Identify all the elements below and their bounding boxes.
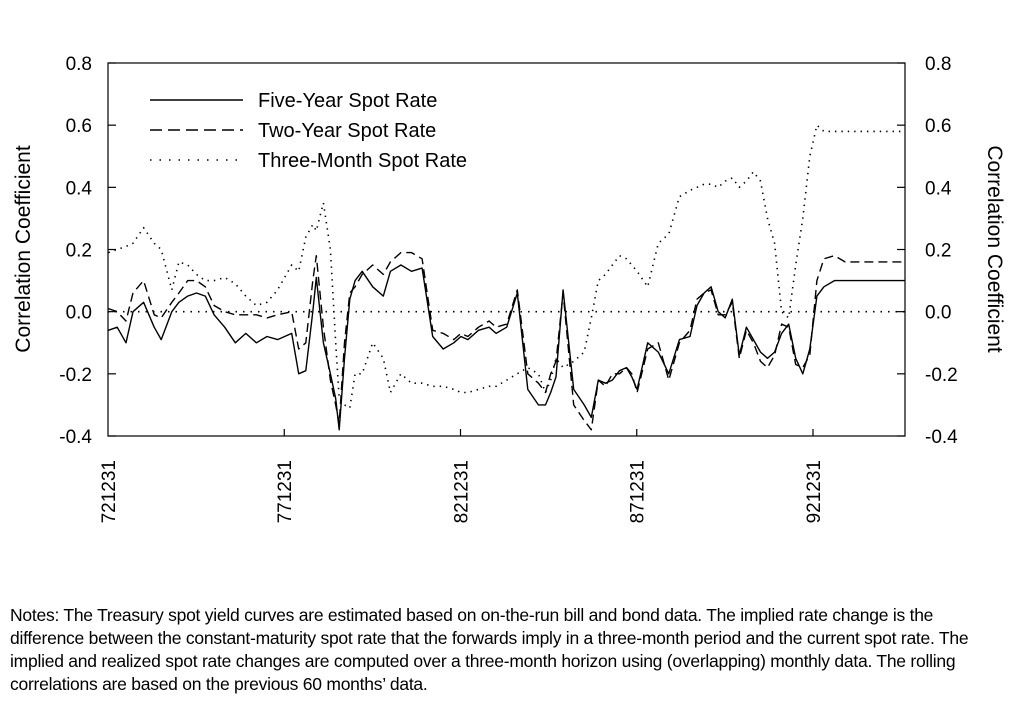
- right-y-tick-label: 0.2: [925, 241, 951, 262]
- right-y-tick-label: -0.4: [925, 427, 958, 448]
- left-y-tick-label: 0.0: [66, 303, 92, 324]
- legend-label: Three-Month Spot Rate: [258, 150, 467, 172]
- x-axis: 721231 771231 821231 871231 921231: [99, 429, 825, 523]
- left-y-tick-label: 0.4: [66, 178, 93, 199]
- series-line-solid: [108, 264, 905, 431]
- right-y-axis-label: Correlation Coefficient: [983, 145, 1006, 353]
- right-y-tick-label: 0.8: [925, 54, 951, 75]
- left-y-tick-label: 0.6: [66, 116, 92, 137]
- left-y-tick-label: -0.2: [59, 365, 92, 386]
- left-y-axis-label: Correlation Coefficient: [12, 145, 35, 353]
- right-y-tick-label: 0.0: [925, 303, 951, 324]
- legend-label: Five-Year Spot Rate: [258, 90, 437, 112]
- series-line-dotted: [108, 124, 905, 409]
- legend-label: Two-Year Spot Rate: [258, 120, 436, 142]
- left-y-tick-label: -0.4: [59, 427, 92, 448]
- right-y-tick-label: -0.2: [925, 365, 958, 386]
- series-lines: [108, 124, 905, 431]
- left-y-tick-label: 0.2: [66, 241, 92, 262]
- figure-notes: Notes: The Treasury spot yield curves ar…: [10, 605, 969, 694]
- left-y-tick-label: 0.8: [66, 54, 92, 75]
- left-y-axis: 0.8 0.6 0.4 0.2 0.0 -0.2 -0.4: [59, 54, 116, 448]
- x-tick-label: 721231: [99, 460, 120, 523]
- x-tick-label: 821231: [451, 460, 472, 523]
- right-y-tick-label: 0.4: [925, 178, 952, 199]
- right-y-tick-label: 0.6: [925, 116, 951, 137]
- x-tick-label: 871231: [628, 460, 649, 523]
- x-tick-label: 921231: [804, 460, 825, 523]
- right-y-axis: 0.8 0.6 0.4 0.2 0.0 -0.2 -0.4: [897, 54, 958, 448]
- series-line-dashed: [108, 251, 905, 431]
- correlation-chart: 0.8 0.6 0.4 0.2 0.0 -0.2 -0.4 0.8 0.6 0.4 0.2 0.0 -…: [12, 54, 1006, 523]
- legend: Five-Year Spot Rate Two-Year Spot Rate Thr…: [150, 90, 467, 172]
- x-tick-label: 771231: [275, 460, 296, 523]
